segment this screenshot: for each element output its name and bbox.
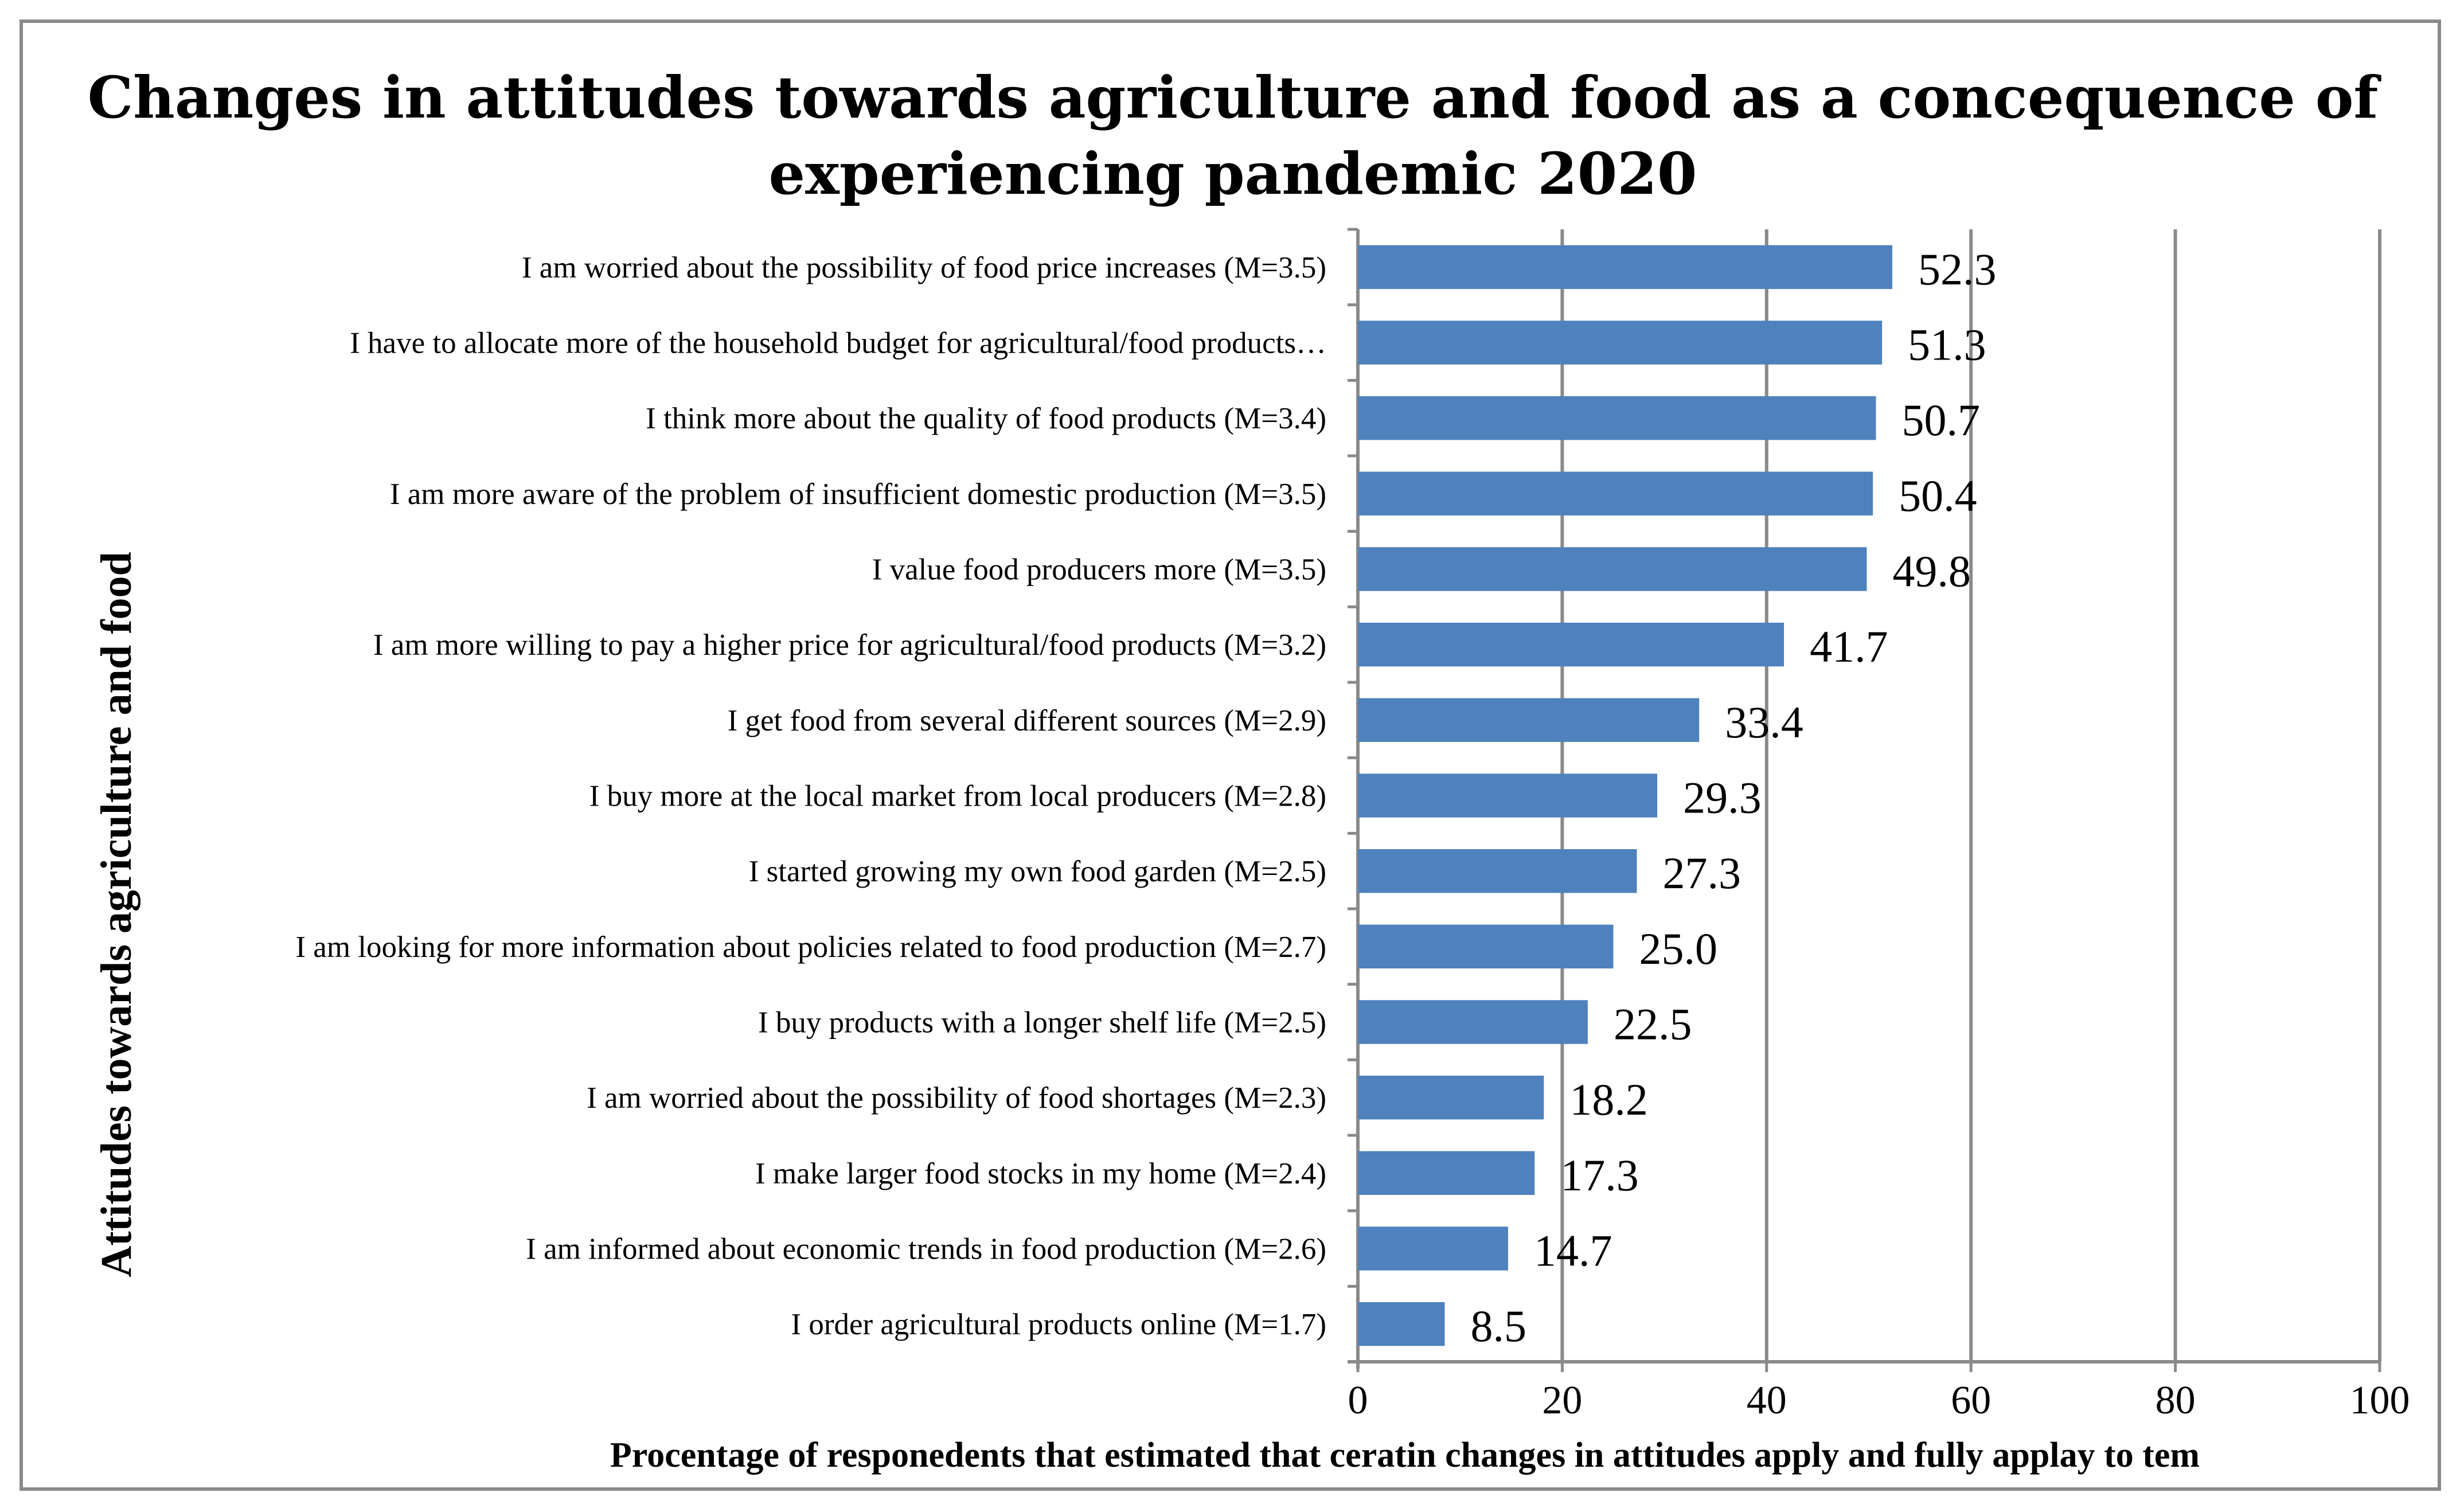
category-label: I order agricultural products online (M=… [791, 1308, 1326, 1341]
chart-title-line-1: Changes in attitudes towards agriculture… [88, 64, 2382, 131]
bar [1358, 1302, 1445, 1346]
value-label: 41.7 [1810, 622, 1888, 671]
bar [1358, 924, 1614, 969]
category-label: I make larger food stocks in my home (M=… [755, 1157, 1326, 1190]
value-label: 14.7 [1534, 1226, 1612, 1276]
bar [1358, 1226, 1508, 1271]
bars [1358, 245, 1892, 1346]
value-label: 50.4 [1899, 471, 1977, 521]
category-label: I have to allocate more of the household… [350, 327, 1326, 360]
value-label: 27.3 [1662, 848, 1741, 898]
bar [1358, 622, 1784, 667]
x-tick-label: 0 [1348, 1378, 1368, 1423]
bar [1358, 1151, 1535, 1195]
y-axis-title: Attitudes towards agriculture and food [92, 552, 140, 1277]
value-label: 8.5 [1470, 1301, 1526, 1351]
category-label: I buy products with a longer shelf life … [758, 1006, 1326, 1040]
x-tick-labels: 0 20 40 60 80 100 [1348, 1378, 2410, 1423]
value-label: 29.3 [1683, 773, 1762, 823]
category-label: I am looking for more information about … [295, 931, 1326, 964]
value-label: 22.5 [1614, 999, 1692, 1049]
value-label: 52.3 [1918, 244, 1997, 294]
value-label: 18.2 [1569, 1075, 1648, 1124]
chart-frame [19, 19, 2441, 1491]
value-label: 51.3 [1908, 320, 1986, 370]
x-tick-label: 100 [2350, 1378, 2410, 1423]
category-labels: I am worried about the possibility of fo… [295, 251, 1326, 1341]
category-label: I am more willing to pay a higher price … [373, 628, 1326, 662]
value-label: 49.8 [1892, 546, 1971, 596]
value-label: 17.3 [1560, 1150, 1639, 1200]
bar [1358, 245, 1892, 290]
bar [1358, 849, 1637, 893]
category-label: I am worried about the possibility of fo… [587, 1081, 1326, 1115]
x-tick-label: 80 [2155, 1378, 2196, 1423]
value-labels: 52.3 51.3 50.7 50.4 49.841.733.4 29.3 27.3 25.0… [1470, 244, 1996, 1351]
bar [1358, 321, 1883, 365]
bar [1358, 773, 1658, 818]
category-label: I value food producers more (M=3.5) [872, 553, 1326, 587]
category-label: I am worried about the possibility of fo… [522, 251, 1326, 284]
chart-title-line-2: experiencing pandemic 2020 [769, 140, 1697, 208]
bar [1358, 471, 1873, 516]
value-label: 33.4 [1725, 697, 1803, 747]
bar [1358, 547, 1867, 591]
category-label: I am more aware of the problem of insuff… [390, 478, 1326, 511]
bar [1358, 698, 1700, 743]
category-label: I buy more at the local market from loca… [589, 780, 1326, 813]
category-label: I think more about the quality of food p… [646, 402, 1326, 435]
category-label: I started growing my own food garden (M=… [749, 855, 1326, 888]
bar [1358, 396, 1876, 440]
x-tick-label: 60 [1951, 1378, 1991, 1423]
bar [1358, 1000, 1588, 1044]
value-label: 25.0 [1639, 924, 1718, 974]
bar [1358, 1075, 1544, 1120]
category-label: I am informed about economic trends in f… [526, 1233, 1326, 1266]
category-label: I get food from several different source… [728, 704, 1326, 737]
x-axis-title: Procentage of responedents that estimate… [610, 1436, 2200, 1475]
value-label: 50.7 [1901, 395, 1980, 445]
x-tick-label: 40 [1747, 1378, 1787, 1423]
chart-title: Changes in attitudes towards agriculture… [88, 64, 2382, 208]
x-tick-label: 20 [1542, 1378, 1582, 1423]
